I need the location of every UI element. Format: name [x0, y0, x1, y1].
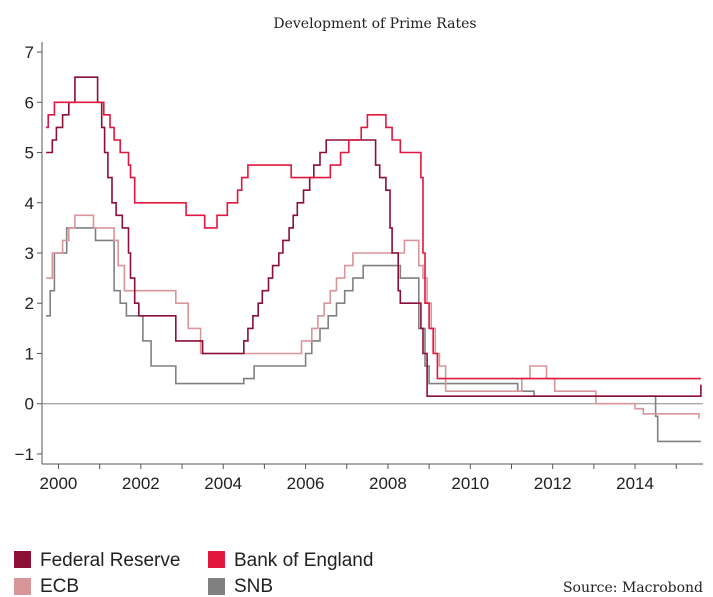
- series-line-bank-of-england: [46, 102, 701, 378]
- legend-swatch-ecb: [14, 578, 31, 595]
- legend-label-federal-reserve: Federal Reserve: [40, 550, 180, 571]
- source-note: Source: Macrobond: [563, 580, 703, 596]
- y-tick-label: 0: [25, 395, 34, 414]
- y-tick-label: 7: [25, 43, 34, 62]
- legend-item-snb: SNB: [208, 576, 273, 597]
- legend-item-federal-reserve: Federal Reserve: [14, 550, 180, 571]
- y-tick-label: 5: [25, 144, 34, 163]
- x-tick-label: 2004: [204, 474, 242, 493]
- x-tick-label: 2012: [534, 474, 572, 493]
- series-line-snb: [46, 228, 701, 442]
- legend: Federal Reserve Bank of England ECB SNB: [14, 550, 373, 597]
- legend-label-bank-of-england: Bank of England: [234, 550, 373, 571]
- y-tick-label: 6: [25, 93, 34, 112]
- y-tick-label: −1: [15, 445, 34, 464]
- chart-series-lines: [46, 77, 701, 441]
- legend-swatch-snb: [208, 578, 225, 595]
- chart-title: Development of Prime Rates: [273, 16, 476, 32]
- legend-swatch-bank-of-england: [208, 551, 225, 568]
- x-tick-label: 2006: [287, 474, 325, 493]
- y-tick-label: 3: [25, 244, 34, 263]
- legend-swatch-federal-reserve: [14, 551, 31, 568]
- chart-axes: −1 0 1 2 3 4 5 6 7 2000 2002 2004 2006 2008 2010 2012 20…: [15, 42, 703, 493]
- y-tick-label: 4: [25, 194, 34, 213]
- y-tick-label: 1: [25, 344, 34, 363]
- y-tick-label: 2: [25, 294, 34, 313]
- legend-label-snb: SNB: [234, 576, 273, 597]
- x-tick-label: 2002: [122, 474, 160, 493]
- series-line-ecb: [46, 215, 699, 418]
- x-tick-label: 2000: [40, 474, 78, 493]
- legend-label-ecb: ECB: [40, 576, 79, 597]
- series-line-federal-reserve: [46, 77, 701, 396]
- x-tick-label: 2010: [451, 474, 489, 493]
- x-tick-label: 2008: [369, 474, 407, 493]
- x-tick-label: 2014: [616, 474, 654, 493]
- legend-item-bank-of-england: Bank of England: [208, 550, 373, 571]
- legend-item-ecb: ECB: [14, 576, 79, 597]
